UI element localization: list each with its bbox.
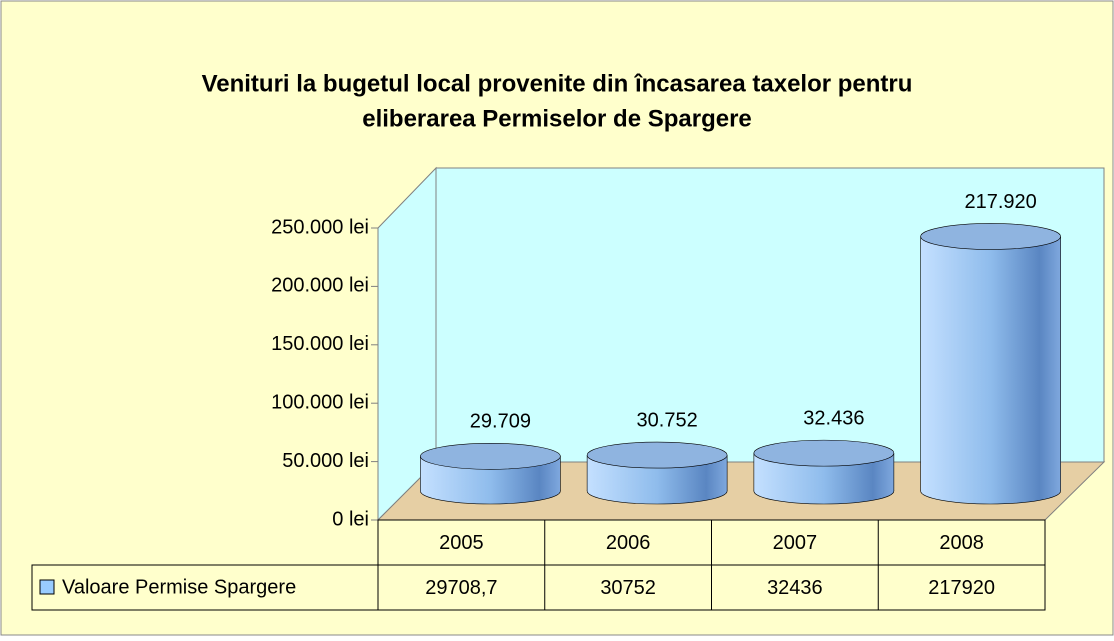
data-label: 30.752 (637, 409, 698, 431)
data-label: 32.436 (803, 407, 864, 429)
bar (920, 236, 1061, 491)
data-label: 29.709 (470, 411, 531, 433)
y-tick-label: 200.000 lei (271, 275, 369, 297)
x-tick-label: 2006 (606, 532, 651, 554)
x-tick-label: 2007 (773, 532, 818, 554)
x-tick-label: 2005 (439, 532, 484, 554)
table-value: 30752 (600, 577, 656, 599)
x-tick-label: 2008 (939, 532, 984, 554)
data-label: 217.920 (964, 191, 1036, 213)
y-tick-label: 250.000 lei (271, 216, 369, 238)
table-value: 29708,7 (425, 577, 497, 599)
y-tick-label: 100.000 lei (271, 391, 369, 413)
y-tick-label: 0 lei (332, 508, 369, 530)
y-tick-label: 150.000 lei (271, 333, 369, 355)
legend-label: Valoare Permise Spargere (62, 576, 296, 598)
cylinder-top (586, 441, 728, 469)
legend-swatch (39, 579, 55, 595)
chart-title: eliberarea Permiselor de Spargere (362, 105, 752, 132)
table-value: 32436 (767, 577, 823, 599)
table-row (31, 564, 1046, 611)
chart-title: Venituri la bugetul local provenite din … (202, 70, 913, 97)
table-value: 217920 (928, 577, 995, 599)
cylinder-top (753, 439, 895, 467)
y-tick-label: 50.000 lei (282, 450, 369, 472)
cylinder-top (920, 223, 1061, 250)
cylinder-top (420, 443, 561, 470)
